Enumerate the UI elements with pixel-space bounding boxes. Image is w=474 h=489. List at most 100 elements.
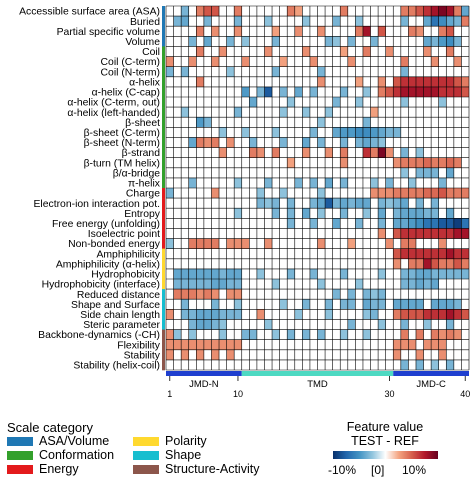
heatmap-cell (362, 137, 371, 148)
heatmap-cell (166, 238, 174, 249)
heatmap-cell (415, 147, 424, 158)
heatmap-cell (408, 188, 416, 199)
heatmap-cell (279, 86, 288, 97)
heatmap-cell (438, 258, 447, 269)
heatmap-cell (325, 147, 333, 158)
heatmap-cell (446, 329, 454, 340)
heatmap-cell (408, 208, 416, 219)
heatmap-cell (415, 309, 424, 320)
heatmap-cell (461, 268, 469, 279)
heatmap-cell (453, 36, 462, 47)
colorbar-tick-pos: 10% (402, 463, 427, 477)
heatmap-cell (370, 107, 379, 118)
heatmap-cell (362, 329, 371, 340)
heatmap-cell (400, 248, 409, 259)
heatmap-cell (431, 198, 439, 209)
heatmap-cell (438, 228, 447, 239)
heatmap-cell (347, 36, 356, 47)
scale-label: Flexibility (117, 340, 161, 351)
heatmap-cell (309, 268, 318, 279)
scale-label: Stability (helix-coil) (73, 361, 160, 372)
heatmap-cell (340, 299, 348, 310)
category-bar-segment (162, 157, 165, 169)
heatmap-cell (340, 86, 348, 97)
heatmap-cell (446, 26, 454, 37)
heatmap-cell (302, 16, 310, 27)
heatmap-cell (234, 279, 242, 290)
heatmap-cell (279, 299, 288, 310)
heatmap-cell (453, 228, 462, 239)
heatmap-cell (249, 97, 257, 108)
scale-label: Shape and Surface (71, 300, 160, 311)
heatmap-cell (340, 127, 348, 138)
heatmap-cell (423, 46, 432, 57)
heatmap-cell (461, 228, 469, 239)
heatmap-cell (423, 319, 432, 330)
x-tick-label: 40 (460, 389, 470, 399)
heatmap-cell (355, 26, 363, 37)
heatmap-cell (461, 258, 469, 269)
heatmap-cell (438, 309, 447, 320)
heatmap-cell (415, 228, 424, 239)
heatmap-cell (181, 66, 189, 77)
heatmap-cell (287, 198, 295, 209)
heatmap-cell (400, 268, 409, 279)
heatmap-cell (400, 16, 409, 27)
heatmap-cell (188, 339, 197, 350)
heatmap-cell (400, 66, 409, 77)
category-bar-segment (162, 218, 165, 229)
heatmap-cell (264, 16, 273, 27)
colorbar-title-line2: TEST - REF (351, 434, 419, 448)
category-bar-segment (162, 107, 165, 118)
heatmap-cell (400, 299, 409, 310)
heatmap-cell (423, 248, 432, 259)
heatmap-cell (423, 188, 432, 199)
legend-item: ASA/Volume (7, 434, 109, 448)
heatmap-cell (347, 56, 356, 67)
heatmap-cell (408, 157, 416, 168)
legend-swatch (133, 436, 159, 446)
scale-label: Coil (C-term) (101, 57, 160, 68)
heatmap-cell (385, 188, 394, 199)
heatmap-cell (415, 86, 424, 97)
heatmap-cell (279, 56, 288, 67)
scale-label: β-sheet (C-term) (84, 128, 160, 139)
heatmap-cell (415, 157, 424, 168)
heatmap-cell (423, 279, 432, 290)
heatmap-cell (203, 36, 212, 47)
heatmap-cell (446, 188, 454, 199)
heatmap-cell (378, 289, 386, 300)
x-tick-label: 10 (233, 389, 243, 399)
heatmap-cell (302, 208, 310, 219)
heatmap-cell (325, 299, 333, 310)
heatmap-cell (431, 309, 439, 320)
category-bar-segment (162, 238, 165, 249)
heatmap-cell (325, 198, 333, 209)
colorbar-title-line1: Feature value (346, 420, 424, 434)
heatmap-cell (340, 46, 348, 57)
legend-swatch (7, 464, 33, 474)
heatmap-cell (423, 258, 432, 269)
heatmap-cell (203, 319, 212, 330)
heatmap-cell (370, 36, 379, 47)
heatmap-cell (362, 86, 371, 97)
heatmap-cell (287, 157, 295, 168)
heatmap-cell (400, 309, 409, 320)
heatmap-cell (446, 208, 454, 219)
heatmap-cell (446, 218, 454, 229)
heatmap-cell (325, 177, 333, 188)
heatmap-cell (408, 218, 416, 229)
category-bar-segment (162, 76, 165, 88)
category-bar-segment (162, 299, 165, 310)
heatmap-cell (393, 258, 401, 269)
heatmap-cell (370, 289, 379, 300)
heatmap-cell (431, 188, 439, 199)
heatmap-cell (340, 137, 348, 148)
category-bar-segment (162, 117, 165, 128)
heatmap-cell (309, 218, 318, 229)
heatmap-cell (400, 56, 409, 67)
heatmap-cell (226, 289, 235, 300)
legend-swatch (133, 464, 159, 474)
heatmap-cell (446, 86, 454, 97)
heatmap-cell (355, 198, 363, 209)
